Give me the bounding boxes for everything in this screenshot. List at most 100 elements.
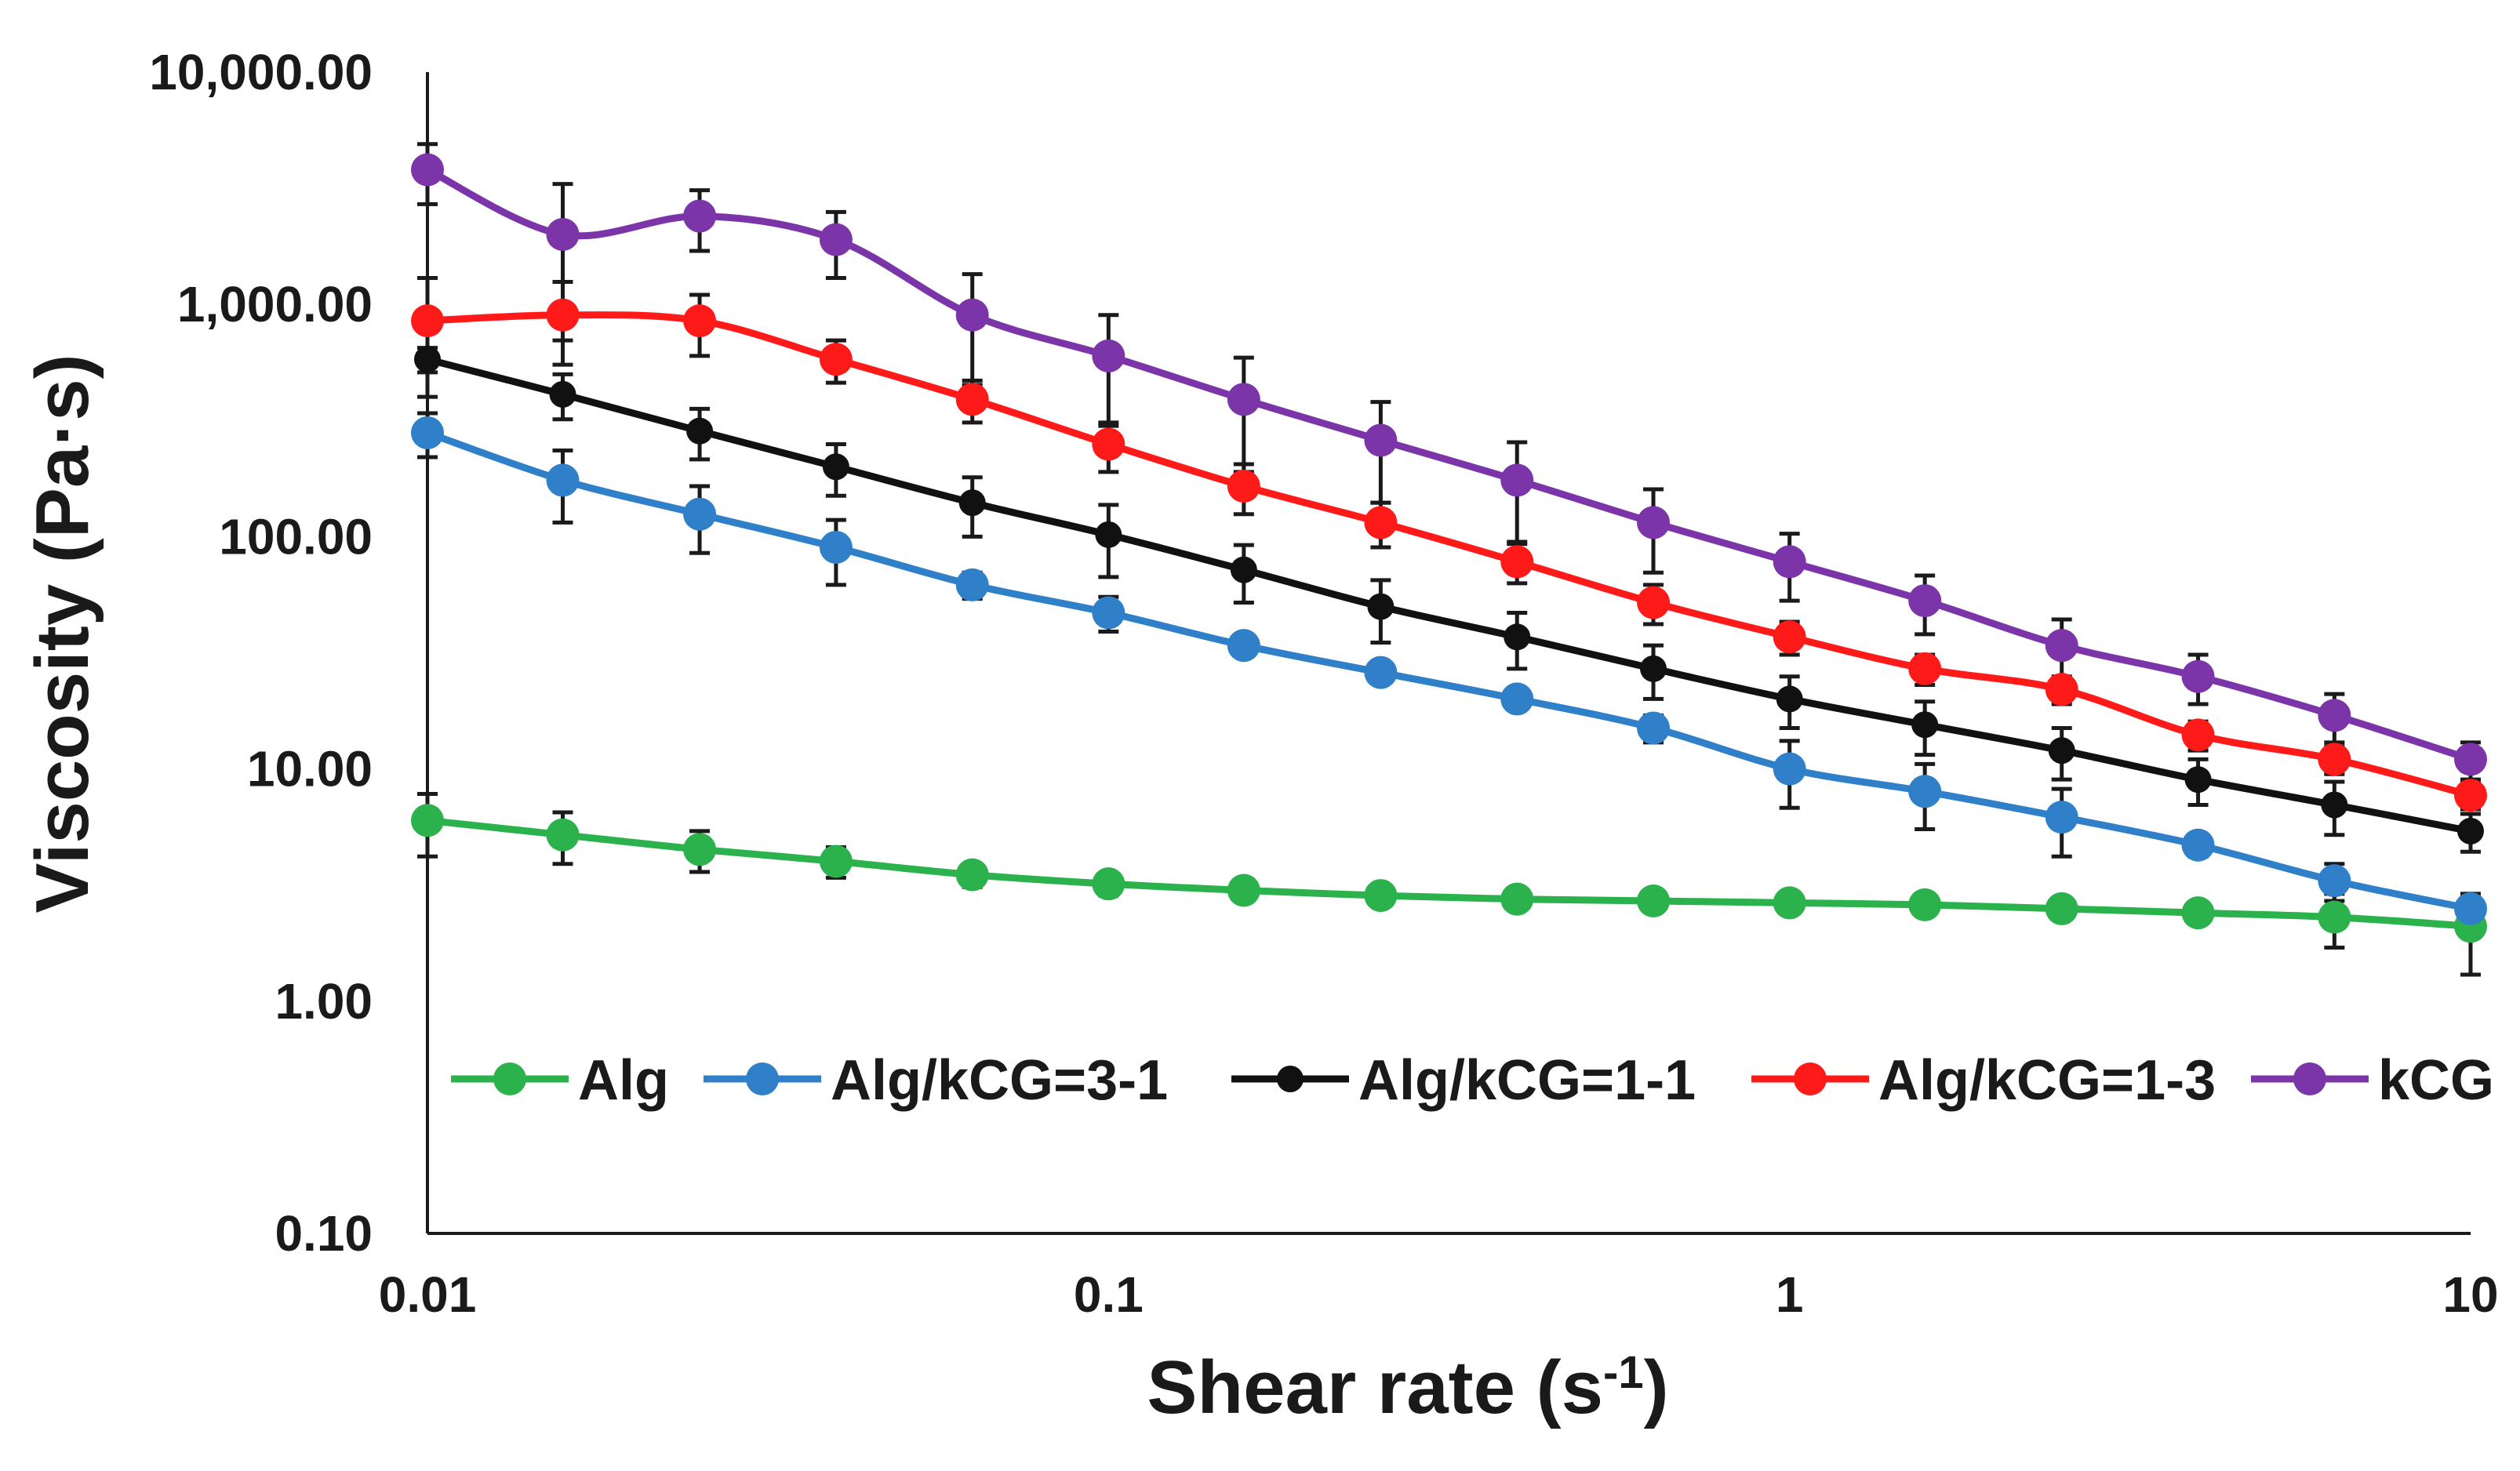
data-point bbox=[2048, 737, 2075, 765]
data-point bbox=[1230, 556, 1257, 583]
y-axis-title: Viscosity (Pa·s) bbox=[20, 354, 104, 913]
data-point bbox=[1364, 879, 1398, 913]
data-point bbox=[1773, 752, 1806, 786]
data-point bbox=[819, 343, 853, 376]
legend-swatch-marker bbox=[2293, 1062, 2326, 1095]
data-point bbox=[1773, 886, 1806, 920]
data-point bbox=[1092, 427, 1125, 461]
legend-entry: kCG bbox=[2251, 1049, 2494, 1112]
data-point bbox=[411, 416, 444, 449]
data-point bbox=[1637, 506, 1671, 539]
x-axis-title-main: Shear rate (s bbox=[1147, 1346, 1603, 1429]
data-point bbox=[1640, 655, 1667, 682]
legend-swatch-marker bbox=[1794, 1062, 1827, 1095]
data-point bbox=[546, 298, 580, 332]
data-point bbox=[1911, 711, 1939, 739]
data-point bbox=[1773, 620, 1806, 654]
data-point bbox=[683, 304, 717, 338]
data-point bbox=[1092, 339, 1125, 372]
data-point bbox=[1908, 888, 1942, 921]
legend-label: Alg/kCG=3-1 bbox=[831, 1049, 1168, 1112]
data-point bbox=[546, 818, 580, 852]
y-tick-label: 10,000.00 bbox=[149, 44, 373, 100]
data-point bbox=[955, 298, 989, 332]
x-axis-title: Shear rate (s-1) bbox=[1147, 1346, 1668, 1429]
legend-entry: Alg/kCG=1-1 bbox=[1231, 1049, 1696, 1112]
data-point bbox=[2318, 900, 2351, 934]
series-line bbox=[426, 429, 2471, 913]
legend-entry: Alg/kCG=1-3 bbox=[1751, 1049, 2216, 1112]
legend-entry: Alg bbox=[451, 1049, 669, 1112]
data-point bbox=[1500, 545, 1534, 579]
data-point bbox=[2181, 718, 2215, 752]
legend-label: kCG bbox=[2378, 1049, 2494, 1112]
data-point bbox=[546, 218, 580, 252]
data-point bbox=[1227, 383, 1260, 416]
data-point bbox=[2181, 659, 2215, 693]
data-point bbox=[2457, 817, 2484, 844]
data-point bbox=[955, 858, 989, 892]
data-point bbox=[1908, 652, 1942, 685]
data-point bbox=[1227, 874, 1260, 907]
legend-swatch-marker bbox=[746, 1062, 779, 1095]
data-point bbox=[1227, 469, 1260, 503]
data-point bbox=[1500, 882, 1534, 916]
data-point bbox=[1092, 867, 1125, 901]
data-point bbox=[1092, 596, 1125, 630]
data-point bbox=[1773, 545, 1806, 579]
data-point bbox=[2321, 791, 2348, 819]
data-point bbox=[1637, 884, 1671, 918]
data-point bbox=[2318, 864, 2351, 898]
x-tick-label: 1 bbox=[1776, 1266, 1804, 1323]
data-point bbox=[2045, 801, 2078, 834]
x-tick-label: 10 bbox=[2442, 1266, 2498, 1323]
y-tick-label: 0.10 bbox=[275, 1205, 373, 1262]
legend-swatch-marker bbox=[1277, 1066, 1304, 1092]
data-point bbox=[819, 223, 853, 256]
x-tick-label: 0.1 bbox=[1074, 1266, 1144, 1323]
y-tick-label: 1,000.00 bbox=[177, 276, 373, 332]
data-point bbox=[683, 497, 717, 531]
data-point bbox=[1364, 506, 1398, 539]
data-point bbox=[683, 833, 717, 866]
data-point bbox=[411, 804, 444, 837]
series-line bbox=[427, 816, 2471, 930]
data-point bbox=[683, 199, 717, 233]
data-point bbox=[2454, 743, 2487, 776]
data-point bbox=[1908, 584, 1942, 618]
data-point bbox=[1504, 623, 1531, 651]
legend-label: Alg/kCG=1-1 bbox=[1358, 1049, 1696, 1112]
y-tick-label: 1.00 bbox=[275, 973, 373, 1030]
data-point bbox=[1364, 423, 1398, 457]
data-point bbox=[2318, 743, 2351, 776]
data-point bbox=[414, 346, 441, 373]
data-point bbox=[546, 463, 580, 497]
data-point bbox=[2454, 892, 2487, 925]
data-point bbox=[1227, 629, 1260, 663]
data-point bbox=[2454, 779, 2487, 812]
series-2 bbox=[414, 346, 2484, 844]
data-point bbox=[1500, 463, 1534, 497]
data-point bbox=[1776, 685, 1803, 713]
data-point bbox=[1908, 775, 1942, 808]
series-0 bbox=[411, 804, 2487, 943]
data-point bbox=[955, 383, 989, 416]
data-point bbox=[2181, 896, 2215, 930]
series-line bbox=[426, 355, 2471, 835]
data-point bbox=[958, 489, 986, 517]
y-tick-label: 100.00 bbox=[219, 508, 373, 565]
series-3 bbox=[411, 298, 2487, 812]
series-line bbox=[427, 311, 2472, 799]
data-point bbox=[1637, 586, 1671, 619]
series-4 bbox=[411, 153, 2487, 776]
data-point bbox=[2318, 699, 2351, 732]
data-point bbox=[819, 844, 853, 878]
legend-swatch-marker bbox=[493, 1062, 526, 1095]
data-point bbox=[819, 530, 853, 564]
legend-entry: Alg/kCG=3-1 bbox=[704, 1049, 1168, 1112]
data-point bbox=[2045, 629, 2078, 663]
data-point bbox=[1095, 521, 1122, 548]
y-tick-label: 10.00 bbox=[247, 741, 373, 797]
